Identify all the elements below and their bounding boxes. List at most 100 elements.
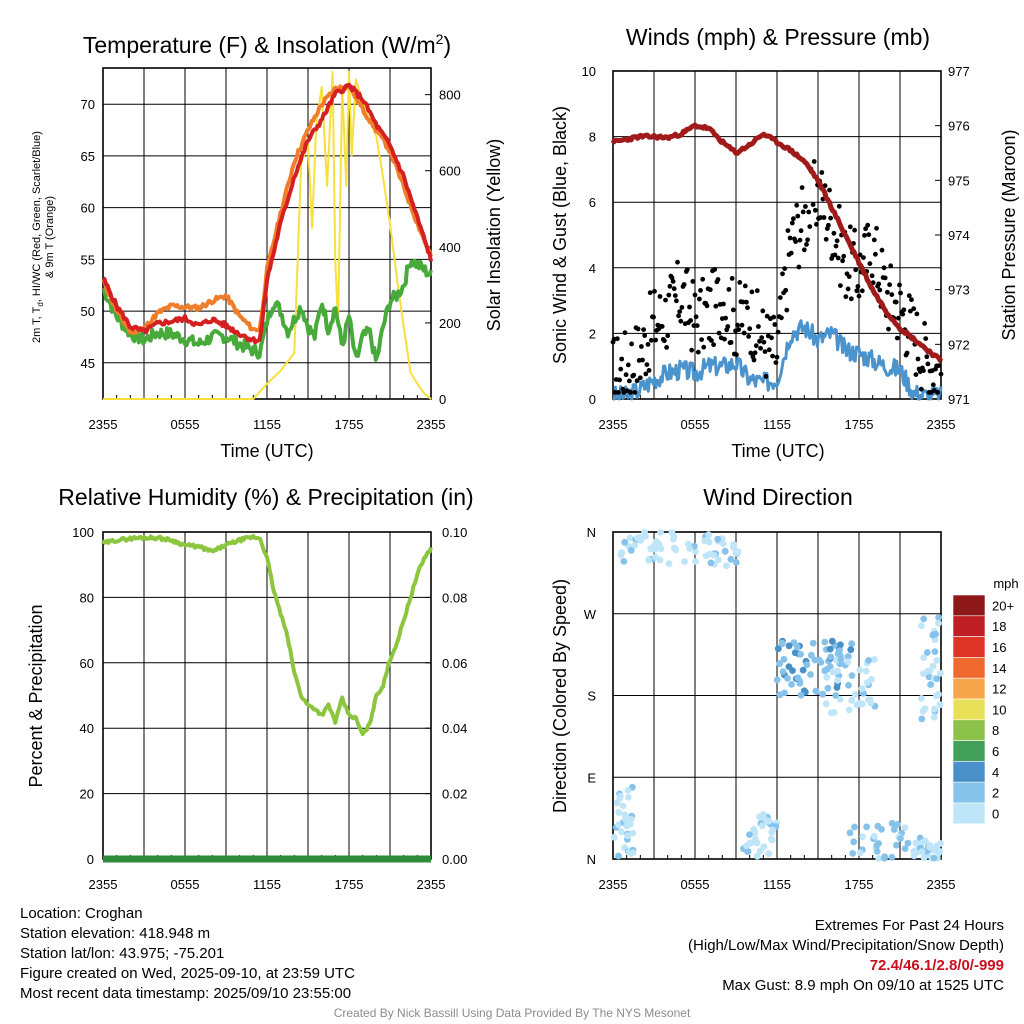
gust-point	[772, 322, 778, 327]
direction-point	[845, 706, 853, 714]
gust-point	[616, 390, 621, 395]
gust-point	[881, 265, 887, 271]
gust-point	[862, 233, 867, 238]
gust-point	[751, 357, 757, 363]
direction-point	[758, 822, 766, 830]
gust-point	[619, 356, 625, 362]
gust-point	[726, 287, 732, 292]
direction-point	[888, 820, 896, 827]
panel1-xlabel: Time (UTC)	[220, 441, 313, 461]
gust-point	[773, 360, 779, 365]
gust-point	[843, 294, 849, 300]
gust-point	[641, 327, 646, 332]
gust-point	[618, 366, 624, 372]
station-info: Location: Croghan Station elevation: 418…	[20, 904, 355, 1004]
direction-point	[692, 558, 699, 565]
gust-point	[782, 266, 788, 271]
direction-point	[933, 657, 941, 664]
legend-label: 0	[992, 806, 999, 821]
gust-point	[886, 326, 891, 332]
legend-swatch	[952, 740, 986, 762]
gust-point	[642, 333, 648, 338]
temp-9m-line	[101, 83, 433, 336]
gust-point	[711, 342, 716, 348]
direction-point	[894, 821, 901, 828]
direction-point	[684, 540, 692, 548]
direction-point	[844, 658, 852, 666]
direction-point	[923, 649, 931, 656]
direction-point	[807, 671, 814, 678]
station-elevation: Station elevation: 418.948 m	[20, 925, 211, 942]
gust-point	[788, 250, 794, 256]
direction-point	[863, 823, 870, 831]
direction-point	[912, 849, 920, 857]
gust-point	[812, 207, 818, 213]
direction-point	[773, 676, 781, 684]
panel3-xtick-label: 2355	[89, 877, 118, 892]
gust-point	[693, 314, 699, 320]
panel4-ylabel: Direction (Colored By Speed)	[550, 579, 570, 813]
gust-point	[699, 337, 704, 342]
direction-point	[871, 656, 878, 663]
legend-swatch	[952, 761, 986, 783]
direction-point	[642, 532, 649, 540]
gust-point	[906, 293, 912, 299]
direction-point	[851, 691, 859, 698]
gust-point	[762, 349, 768, 354]
direction-point	[631, 541, 639, 549]
gust-point	[754, 288, 760, 294]
direction-point	[710, 551, 718, 559]
gust-point	[634, 378, 640, 384]
direction-point	[610, 833, 618, 841]
gust-point	[838, 283, 843, 288]
direction-point	[873, 848, 881, 855]
temp-2m-line	[102, 82, 433, 345]
pressure-line	[610, 122, 944, 363]
panel3-ytick-label: 0	[87, 852, 94, 867]
direction-point	[845, 681, 852, 689]
direction-point	[849, 850, 857, 857]
direction-point	[765, 850, 772, 858]
gust-point	[918, 386, 924, 392]
direction-point	[935, 690, 942, 698]
gust-point	[747, 326, 753, 332]
gust-point	[723, 315, 728, 321]
panel4-ytick-label: W	[584, 607, 597, 622]
panel3-ytick-label: 40	[80, 721, 94, 736]
gust-point	[827, 187, 832, 193]
direction-point	[657, 529, 664, 536]
legend-label: 16	[992, 640, 1006, 655]
panel3-y2tick-label: 0.10	[442, 525, 467, 540]
gust-point	[924, 354, 930, 360]
panel1-xtick-label: 0555	[171, 417, 200, 432]
panel2-ytick-label: 10	[582, 64, 596, 79]
direction-point	[743, 842, 750, 850]
gust-point	[681, 282, 687, 287]
gust-point	[742, 283, 748, 289]
gust-point	[796, 264, 802, 270]
gust-point	[771, 314, 777, 320]
direction-point	[656, 556, 664, 564]
gust-point	[730, 307, 736, 313]
legend-swatch	[952, 719, 986, 741]
direction-point	[874, 822, 882, 830]
gust-point	[662, 338, 667, 344]
gust-point	[749, 289, 755, 295]
gust-point	[930, 382, 936, 388]
gust-point	[760, 308, 766, 314]
direction-point	[834, 650, 842, 658]
legend-swatch	[952, 698, 986, 721]
gust-point	[770, 353, 775, 359]
gust-point	[659, 324, 665, 329]
direction-point	[707, 559, 715, 567]
gust-point	[823, 236, 829, 242]
gust-point	[684, 267, 690, 272]
gust-point	[832, 252, 838, 258]
panel3-y2tick-label: 0.00	[442, 852, 467, 867]
gust-point	[774, 354, 780, 360]
gust-point	[894, 335, 900, 341]
direction-point	[778, 639, 786, 647]
direction-point	[815, 656, 823, 664]
gust-point	[625, 362, 631, 368]
